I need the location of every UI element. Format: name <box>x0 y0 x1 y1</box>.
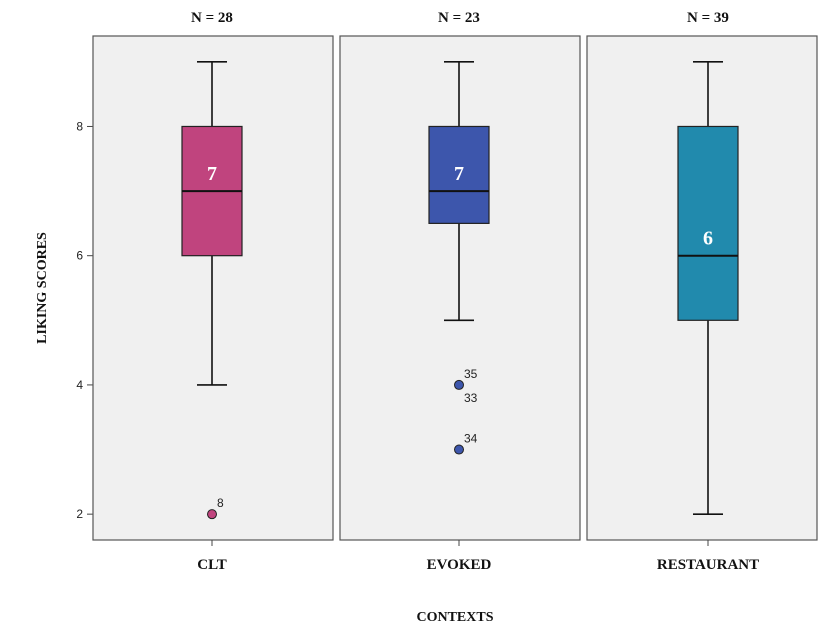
outlier-label: 8 <box>217 496 224 510</box>
category-label: CLT <box>197 557 226 573</box>
y-tick-label: 4 <box>76 378 83 392</box>
n-label: N = 39 <box>687 10 729 26</box>
outlier-label: 35 <box>464 367 478 381</box>
outlier-point <box>454 379 464 390</box>
y-axis: 2 4 6 8 <box>76 119 93 521</box>
category-label: RESTAURANT <box>657 557 759 573</box>
panel-frame <box>92 35 334 541</box>
panels: N = 28 CLT 7 8 N = 23 EVOKED 7 35 33 34 N = 39 REST… <box>92 10 818 573</box>
median-label: 7 <box>207 163 217 185</box>
iqr-box <box>428 125 490 224</box>
median-label: 7 <box>454 163 464 185</box>
outlier-point <box>454 444 464 455</box>
y-tick-label: 8 <box>76 119 83 133</box>
panel-evoked: N = 23 EVOKED 7 35 33 34 <box>339 10 581 573</box>
panel-clt: N = 28 CLT 7 8 <box>92 10 334 573</box>
n-label: N = 23 <box>438 10 480 26</box>
outlier-label: 33 <box>464 391 478 405</box>
y-tick-label: 6 <box>76 249 83 263</box>
iqr-box <box>677 125 739 321</box>
panel-restaurant: N = 39 RESTAURANT 6 <box>586 10 818 573</box>
outlier-point <box>207 509 217 520</box>
y-tick-label: 2 <box>76 507 83 521</box>
n-label: N = 28 <box>191 10 233 26</box>
outlier-label: 34 <box>464 432 478 446</box>
x-axis-title: CONTEXTS <box>416 610 493 625</box>
panel-frame <box>339 35 581 541</box>
y-axis-title: LIKING SCORES <box>35 232 50 344</box>
median-label: 6 <box>703 228 713 250</box>
category-label: EVOKED <box>427 557 492 573</box>
